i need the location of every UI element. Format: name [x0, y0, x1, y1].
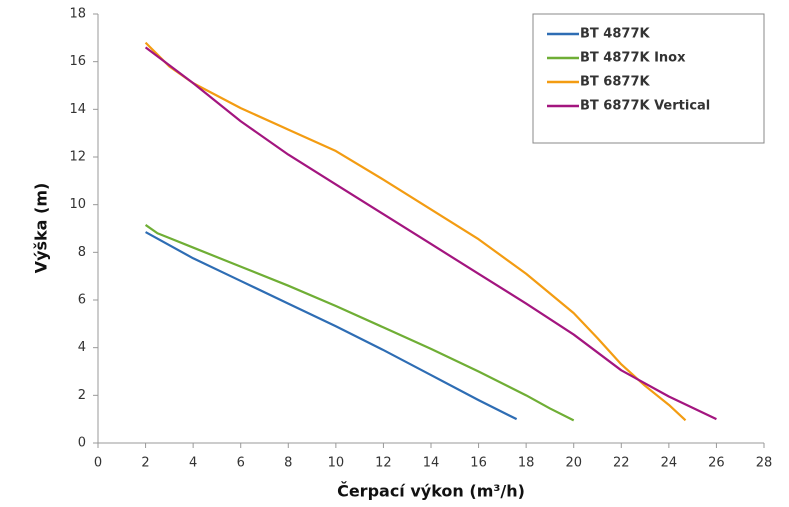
x-tick-label: 4 — [189, 456, 197, 471]
x-tick-label: 12 — [375, 456, 392, 471]
y-tick-label: 14 — [69, 102, 86, 117]
x-tick-label: 14 — [423, 456, 440, 471]
y-tick-label: 18 — [69, 7, 86, 22]
series-line — [144, 46, 717, 421]
y-tick-label: 2 — [78, 388, 86, 403]
x-axis-label: Čerpací výkon (m³/h) — [337, 482, 525, 501]
series-line — [145, 231, 518, 421]
x-tick-label: 16 — [470, 456, 487, 471]
x-tick-label: 8 — [284, 456, 292, 471]
y-tick-label: 16 — [69, 54, 86, 69]
x-tick-label: 22 — [613, 456, 630, 471]
x-tick-label: 2 — [141, 456, 149, 471]
y-tick-label: 8 — [78, 245, 86, 260]
y-tick-label: 10 — [69, 197, 86, 212]
series-line — [144, 41, 687, 422]
x-tick-label: 24 — [661, 456, 678, 471]
x-tick-label: 10 — [328, 456, 345, 471]
y-tick-label: 12 — [69, 150, 86, 165]
x-tick-label: 18 — [518, 456, 535, 471]
y-axis-label: Výška (m) — [32, 183, 51, 274]
x-tick-label: 0 — [94, 456, 102, 471]
legend-box — [532, 13, 765, 144]
series-line — [144, 224, 575, 422]
x-tick-label: 26 — [708, 456, 725, 471]
y-tick-label: 4 — [78, 340, 86, 355]
y-tick-label: 6 — [78, 293, 86, 308]
legend-label: BT 6877K Vertical — [580, 99, 710, 114]
legend-label: BT 4877K Inox — [580, 51, 686, 66]
legend-label: BT 6877K — [580, 75, 650, 90]
x-tick-label: 28 — [756, 456, 773, 471]
legend-label: BT 4877K — [580, 27, 650, 42]
y-tick-label: 0 — [78, 436, 86, 451]
x-tick-label: 20 — [565, 456, 582, 471]
x-tick-label: 6 — [237, 456, 245, 471]
